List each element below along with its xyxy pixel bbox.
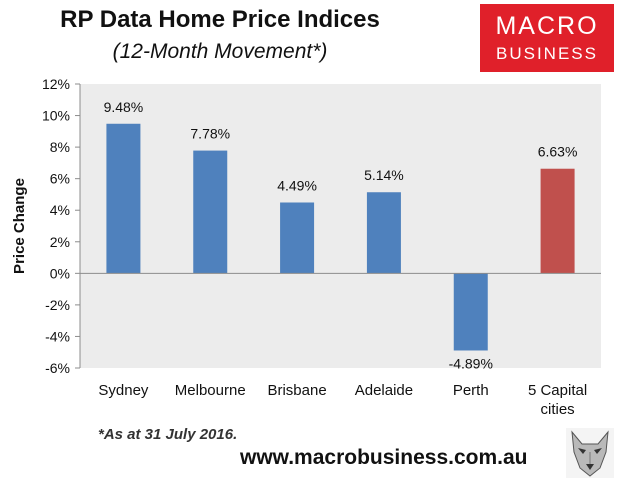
data-label: 4.49% (277, 177, 317, 193)
data-label: 9.48% (104, 99, 144, 115)
y-tick-label: 2% (50, 234, 70, 250)
x-tick-label: Brisbane (267, 382, 326, 399)
plot-area (80, 84, 601, 368)
y-axis: -6% -4% -2% 0% 2% 4% 6% 8% 10% 12% (42, 76, 81, 376)
bar-sydney (106, 123, 141, 274)
chart-title: RP Data Home Price Indices (60, 6, 380, 33)
y-axis-title: Price Change (11, 178, 28, 274)
x-axis: Sydney Melbourne Brisbane Adelaide Perth 5 Ca… (98, 382, 587, 418)
y-tick-label: 8% (50, 139, 70, 155)
logo-text-business: BUSINESS (496, 44, 598, 63)
y-tick-label: -4% (45, 328, 70, 344)
y-tick-label: 4% (50, 202, 70, 218)
x-tick-label: Perth (453, 382, 489, 399)
data-labels: 9.48% 7.78% 4.49% 5.14% -4.89% 6.63% (104, 99, 578, 372)
y-tick-label: 10% (42, 108, 70, 124)
bar-brisbane (280, 202, 315, 274)
y-tick-label: 6% (50, 171, 70, 187)
y-tick-label: -6% (45, 360, 70, 376)
wolf-icon (566, 428, 614, 478)
data-label: -4.89% (449, 355, 493, 371)
y-tick-label: 12% (42, 76, 70, 92)
x-tick-label: Adelaide (355, 382, 413, 399)
x-tick-label: Melbourne (175, 382, 246, 399)
bar-5-capital-cities (540, 168, 575, 274)
bars (106, 123, 575, 351)
bar-melbourne (193, 150, 228, 274)
website-url[interactable]: www.macrobusiness.com.au (240, 446, 528, 469)
x-tick-label: Sydney (98, 382, 149, 399)
bar-adelaide (366, 192, 401, 274)
footnote: *As at 31 July 2016. (98, 426, 238, 443)
y-tick-label: -2% (45, 297, 70, 313)
logo-text-macro: MACRO (495, 12, 599, 40)
macrobusiness-logo[interactable]: MACRO BUSINESS (480, 4, 614, 72)
data-label: 6.63% (538, 144, 578, 160)
data-label: 5.14% (364, 167, 404, 183)
bar-chart: -6% -4% -2% 0% 2% 4% 6% 8% 10% 12% 9.48% 7.78% 4.49… (11, 76, 601, 418)
chart-subtitle: (12-Month Movement*) (112, 40, 328, 63)
x-tick-label: 5 Capital cities (528, 382, 587, 418)
data-label: 7.78% (190, 126, 230, 142)
y-tick-label: 0% (50, 265, 70, 281)
bar-perth (453, 273, 488, 351)
